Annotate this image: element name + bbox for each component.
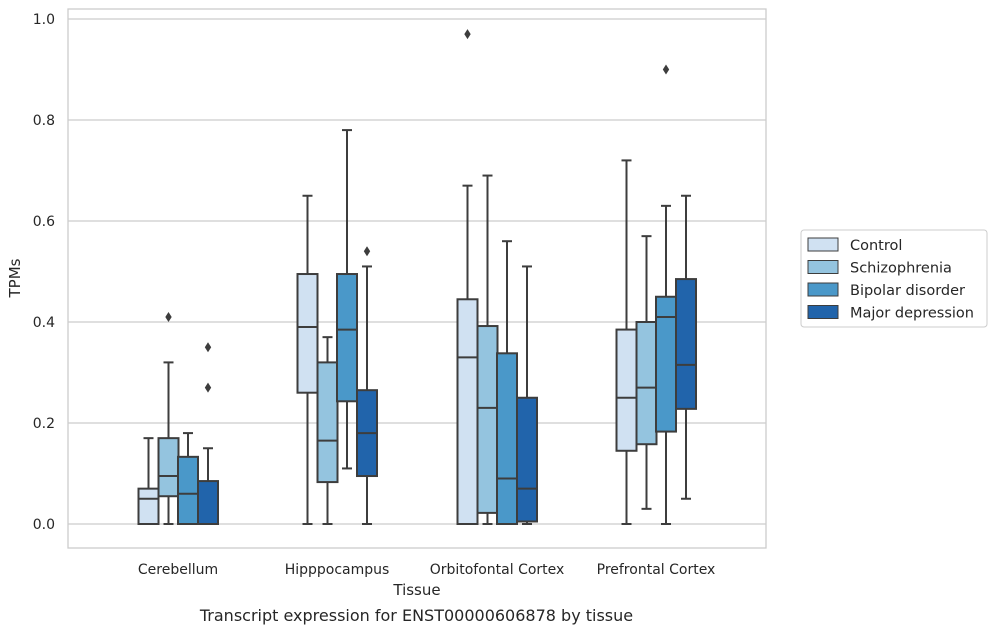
box-1-0 [296, 194, 319, 525]
legend-entry-label: Control [850, 238, 902, 254]
legend-swatch [807, 305, 839, 319]
box-1-1 [316, 336, 339, 525]
box-3-1 [635, 235, 658, 510]
box-body [476, 325, 499, 514]
box-1-3 [356, 246, 378, 525]
y-axis-label: TPMs [6, 258, 24, 298]
legend-swatch [807, 282, 839, 297]
x-axis-label: Tissue [392, 581, 440, 599]
y-tick-label: 0.8 [33, 113, 55, 129]
box-body [316, 361, 339, 484]
box-body [615, 328, 638, 452]
x-axis-ticks: Cerebellum Hipppocampus Orbitofontal Corte… [138, 562, 715, 578]
y-tick-label: 0.4 [33, 315, 55, 331]
box-3-3 [675, 194, 697, 500]
legend-entry-label: Major depression [850, 306, 974, 322]
box-body [157, 437, 180, 498]
box-body [296, 273, 319, 394]
y-tick-label: 0.2 [33, 416, 55, 432]
outlier-point [204, 342, 212, 353]
x-tick-label: Orbitofontal Cortex [430, 562, 565, 578]
box-0-1 [157, 311, 180, 525]
box-body [336, 273, 358, 403]
outlier-point [204, 382, 212, 393]
box-2-1 [476, 174, 499, 525]
y-tick-label: 0.0 [33, 517, 55, 533]
box-0-3 [197, 342, 219, 526]
y-axis-ticks: 0.0 0.2 0.4 0.6 0.8 1.0 [33, 12, 55, 533]
legend-entry-label: Bipolar disorder [850, 283, 965, 299]
box-body [516, 396, 538, 523]
legend-swatch [807, 237, 839, 252]
outlier-point [464, 29, 471, 40]
outlier-point [363, 246, 371, 257]
box-3-0 [615, 159, 638, 525]
x-tick-label: Hipppocampus [285, 562, 390, 578]
box-2-3 [516, 265, 538, 525]
box-body [197, 480, 219, 526]
box-body [456, 298, 479, 525]
legend: Control Schizophrenia Bipolar disorder Majo… [800, 229, 988, 328]
y-tick-label: 0.6 [33, 214, 55, 230]
outlier-point [165, 311, 172, 322]
box-groups [137, 29, 697, 526]
box-2-0 [456, 29, 479, 525]
box-0-2 [177, 432, 199, 525]
box-1-2 [336, 129, 358, 470]
x-tick-label: Prefrontal Cortex [597, 562, 716, 578]
box-body [675, 278, 697, 410]
box-body [496, 352, 518, 525]
x-tick-label: Cerebellum [138, 562, 218, 578]
plot-frame [67, 8, 767, 549]
box-body [177, 455, 199, 525]
y-tick-label: 1.0 [33, 12, 55, 28]
legend-frame [800, 229, 988, 328]
legend-swatch [807, 260, 839, 274]
box-0-0 [137, 437, 160, 525]
outlier-point [662, 64, 670, 75]
legend-entry-label: Schizophrenia [850, 261, 952, 277]
box-body [635, 321, 658, 446]
figure-caption: Transcript expression for ENST0000060687… [199, 606, 634, 625]
box-body [137, 487, 160, 525]
box-2-2 [496, 240, 518, 525]
